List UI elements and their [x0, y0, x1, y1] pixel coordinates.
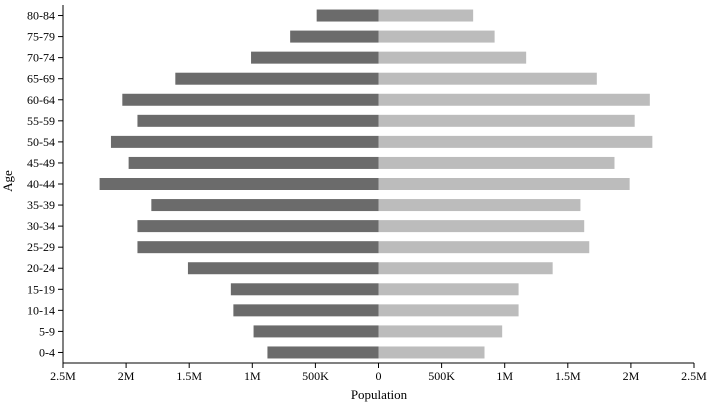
bar-right-45-49 — [378, 156, 615, 169]
y-category-label: 15-19 — [27, 282, 55, 296]
y-category-label: 0-4 — [39, 345, 55, 359]
bar-right-35-39 — [378, 199, 581, 212]
bar-left-70-74 — [251, 51, 379, 64]
bar-right-65-69 — [378, 72, 597, 85]
bar-right-60-64 — [378, 93, 650, 106]
y-category-label: 35-39 — [27, 198, 55, 212]
bar-left-35-39 — [151, 199, 379, 212]
bar-left-80-84 — [316, 9, 379, 22]
y-category-label: 75-79 — [27, 30, 55, 44]
bar-left-0-4 — [267, 346, 379, 359]
y-category-label: 25-29 — [27, 240, 55, 254]
x-tick-label: 1M — [496, 369, 513, 383]
x-tick-label: 0 — [376, 369, 382, 383]
bar-right-20-24 — [378, 262, 553, 275]
bar-right-25-29 — [378, 241, 590, 254]
bar-left-25-29 — [137, 241, 379, 254]
x-tick-label: 1.5M — [555, 369, 581, 383]
bar-left-20-24 — [187, 262, 379, 275]
y-category-label: 50-54 — [27, 135, 55, 149]
y-category-label: 5-9 — [39, 324, 55, 338]
x-tick-label: 500K — [302, 369, 329, 383]
x-tick-label: 1M — [244, 369, 261, 383]
bar-right-0-4 — [378, 346, 485, 359]
bar-left-40-44 — [99, 178, 379, 190]
y-category-label: 60-64 — [27, 93, 55, 107]
bar-left-5-9 — [253, 325, 379, 338]
y-category-label: 20-24 — [27, 261, 55, 275]
bar-right-30-34 — [378, 220, 585, 233]
x-ticks-group: 2.5M 2M 1.5M 1M 500K 0 500K 1M 1.5M 2M 2.5M — [50, 363, 707, 383]
bars-group — [99, 9, 653, 359]
y-category-label: 30-34 — [27, 219, 55, 233]
bar-left-75-79 — [290, 30, 379, 43]
y-category-label: 40-44 — [27, 177, 55, 191]
bar-right-75-79 — [378, 30, 495, 43]
bar-right-5-9 — [378, 325, 503, 338]
y-categories-group: 80-84 75-79 70-74 65-69 60-64 55-59 50-54 45-49… — [27, 9, 63, 359]
bar-right-80-84 — [378, 9, 474, 22]
bar-right-40-44 — [378, 178, 630, 190]
y-axis-title: Age — [0, 170, 15, 192]
x-tick-label: 2.5M — [50, 369, 76, 383]
y-category-label: 70-74 — [27, 51, 55, 65]
y-category-label: 55-59 — [27, 114, 55, 128]
bar-left-50-54 — [110, 135, 379, 148]
x-tick-label: 2.5M — [681, 369, 707, 383]
bar-left-55-59 — [137, 114, 379, 127]
x-tick-label: 2M — [623, 369, 640, 383]
bar-right-55-59 — [378, 114, 635, 127]
bar-left-65-69 — [175, 72, 379, 85]
bar-right-15-19 — [378, 283, 519, 296]
y-category-label: 65-69 — [27, 72, 55, 86]
bar-left-60-64 — [122, 93, 379, 106]
x-tick-label: 2M — [118, 369, 135, 383]
y-category-label: 10-14 — [27, 303, 55, 317]
bar-left-15-19 — [230, 283, 379, 296]
bar-left-10-14 — [233, 304, 379, 317]
x-tick-label: 500K — [428, 369, 455, 383]
bar-left-45-49 — [128, 156, 379, 169]
bar-right-10-14 — [378, 304, 519, 317]
x-axis-title: Population — [351, 387, 408, 402]
x-tick-label: 1.5M — [176, 369, 202, 383]
bar-right-50-54 — [378, 135, 653, 148]
y-category-label: 45-49 — [27, 156, 55, 170]
bar-left-30-34 — [137, 220, 379, 233]
y-category-label: 80-84 — [27, 9, 55, 23]
bar-right-70-74 — [378, 51, 527, 64]
